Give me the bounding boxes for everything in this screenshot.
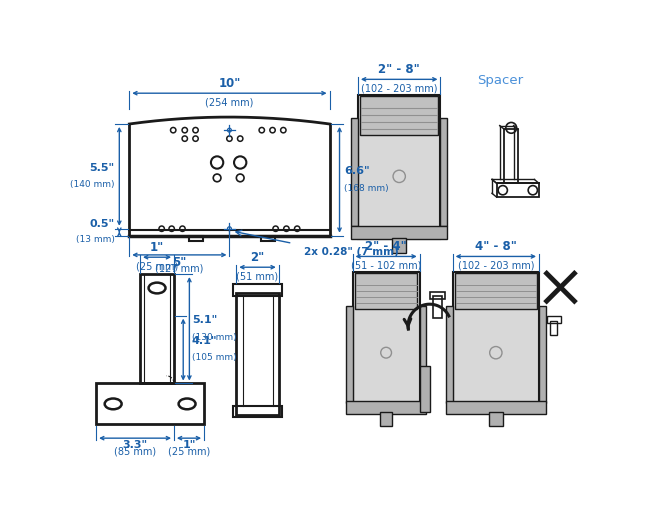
- Circle shape: [393, 170, 405, 183]
- Text: 1": 1": [183, 440, 196, 450]
- Bar: [361, 96, 438, 135]
- Text: (127 mm): (127 mm): [155, 263, 204, 274]
- Bar: [353, 272, 420, 412]
- Bar: [430, 292, 445, 299]
- Text: (102 - 203 mm): (102 - 203 mm): [457, 261, 534, 270]
- Text: 1": 1": [150, 241, 164, 254]
- Bar: [351, 226, 448, 240]
- Text: 2": 2": [250, 251, 265, 264]
- Text: 5": 5": [172, 256, 187, 269]
- Bar: [455, 274, 537, 309]
- Text: (254 mm): (254 mm): [205, 97, 254, 107]
- Text: (51 - 102 mm): (51 - 102 mm): [351, 261, 421, 270]
- Circle shape: [380, 347, 392, 358]
- Bar: [453, 272, 539, 412]
- Text: 2" - 8": 2" - 8": [378, 63, 420, 76]
- Text: 2x 0.28" (7 mm): 2x 0.28" (7 mm): [304, 247, 399, 257]
- Text: 10": 10": [218, 77, 240, 90]
- Text: (140 mm): (140 mm): [70, 180, 115, 189]
- Bar: [351, 118, 358, 226]
- Bar: [546, 317, 560, 322]
- Bar: [440, 118, 448, 226]
- Bar: [446, 306, 453, 402]
- Circle shape: [489, 346, 502, 359]
- Bar: [236, 293, 279, 415]
- Bar: [420, 306, 426, 402]
- Bar: [392, 238, 406, 253]
- Bar: [262, 236, 276, 241]
- Bar: [96, 383, 204, 424]
- Bar: [347, 306, 353, 402]
- Bar: [380, 412, 392, 426]
- Bar: [505, 129, 518, 183]
- Bar: [189, 236, 203, 241]
- Bar: [539, 306, 546, 402]
- Bar: [550, 321, 558, 335]
- Bar: [355, 274, 417, 309]
- Text: 4.1": 4.1": [192, 336, 217, 346]
- Text: (130 mm): (130 mm): [192, 333, 236, 342]
- Bar: [497, 183, 539, 197]
- Bar: [446, 401, 546, 413]
- Text: (25 mm): (25 mm): [168, 447, 210, 457]
- Text: 4" - 8": 4" - 8": [475, 240, 517, 253]
- Text: 5.5": 5.5": [90, 163, 115, 173]
- Text: (51 mm): (51 mm): [236, 271, 279, 281]
- Bar: [420, 366, 430, 412]
- Bar: [433, 296, 442, 318]
- Text: (102 - 203 mm): (102 - 203 mm): [361, 83, 438, 93]
- Text: (25 mm): (25 mm): [136, 261, 178, 271]
- Text: 3.3": 3.3": [123, 440, 147, 450]
- Text: 5.1": 5.1": [192, 315, 217, 325]
- Bar: [347, 401, 426, 413]
- Text: (85 mm): (85 mm): [114, 447, 156, 457]
- Bar: [233, 406, 282, 417]
- Text: (13 mm): (13 mm): [76, 235, 115, 244]
- Text: 0.5": 0.5": [90, 219, 115, 229]
- Text: (168 mm): (168 mm): [344, 184, 389, 193]
- Bar: [358, 95, 440, 240]
- Text: 6.6": 6.6": [344, 166, 370, 176]
- Text: Spacer: Spacer: [477, 74, 523, 87]
- Text: 2" - 4": 2" - 4": [365, 240, 407, 253]
- Bar: [489, 412, 503, 426]
- Text: (105 mm): (105 mm): [192, 354, 236, 362]
- Bar: [140, 274, 174, 383]
- Bar: [233, 284, 282, 296]
